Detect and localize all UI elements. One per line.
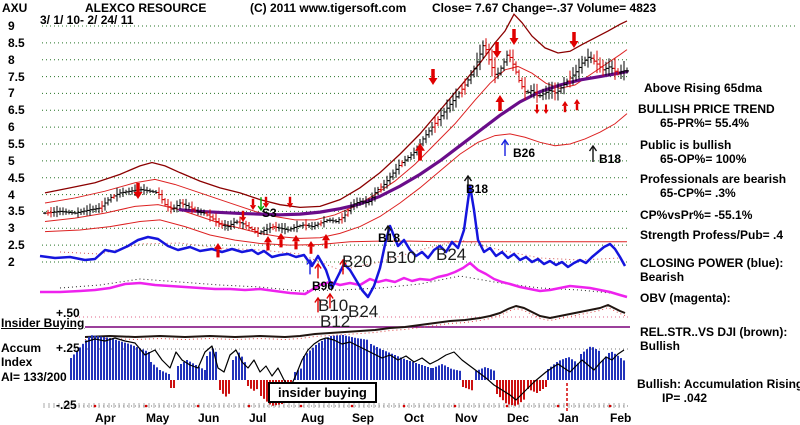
indicator-readout-line: BULLISH PRICE TREND [638, 102, 775, 116]
company-name: ALEXCO RESOURCE [85, 1, 207, 15]
signal-label: B12 [320, 312, 351, 331]
month-label: May [146, 411, 170, 425]
price-tick-label: 7 [8, 86, 15, 100]
signal-label: B18 [599, 152, 622, 166]
signal-label: B20 [342, 252, 373, 271]
price-tick-label: 9 [8, 19, 15, 33]
signal-label: B96 [312, 279, 335, 293]
insider-buying-label: Insider Buying [1, 316, 85, 330]
indicator-readout-line: Above Rising 65dma [644, 81, 763, 95]
signal-label: B10 [386, 248, 417, 267]
accum-label: Accum [1, 341, 42, 355]
plus50-label: +.50 [56, 306, 80, 320]
indicator-readout-line: REL.STR..VS DJI (brown): [640, 325, 788, 339]
month-label: Apr [95, 411, 116, 425]
indicator-readout-line: Bullish: Accumulation Rising [637, 377, 800, 391]
date-range: 3/ 1/ 10- 2/ 24/ 11 [40, 13, 134, 27]
indicator-readout-line: 65-OP%= 100% [660, 152, 747, 166]
month-label: Feb [610, 411, 632, 425]
indicator-readout-line: CLOSING POWER (blue): [640, 256, 784, 270]
month-label: Oct [404, 411, 425, 425]
price-tick-label: 6 [8, 120, 15, 134]
plus25-label: +.25 [56, 341, 80, 355]
indicator-readout-line: Bearish [640, 270, 685, 284]
indicator-readout-line: Public is bullish [640, 138, 732, 152]
ticker-symbol: AXU [2, 1, 28, 15]
signal-label: B24 [348, 302, 379, 321]
indicator-readout-line: 65-CP%= .3% [660, 186, 736, 200]
indicator-readout-line: Bullish [640, 339, 681, 353]
price-tick-label: 2 [8, 255, 15, 269]
month-label: Jan [558, 411, 579, 425]
month-label: Aug [301, 411, 325, 425]
price-tick-label: 5.5 [8, 137, 25, 151]
signal-label: S3 [262, 206, 277, 220]
indicator-readout-line: OBV (magenta): [640, 291, 731, 305]
month-label: Dec [507, 411, 530, 425]
month-label: Jul [249, 411, 267, 425]
price-tick-label: 5 [8, 154, 15, 168]
indicator-readout-line: Strength Profess/Pub= .4 [640, 228, 784, 242]
price-tick-label: 8.5 [8, 36, 25, 50]
ai-value-label: AI= 133/200 [1, 370, 67, 384]
signal-label: B26 [513, 146, 536, 160]
minus25-label: -.25 [56, 398, 77, 412]
price-tick-label: 2.5 [8, 238, 25, 252]
index-label: Index [1, 355, 33, 369]
month-label: Nov [455, 411, 478, 425]
price-tick-label: 6.5 [8, 103, 25, 117]
indicator-readout-line: CP%vsPr%= -55.1% [640, 208, 753, 222]
signal-label: B18 [466, 182, 489, 196]
price-tick-label: 3.5 [8, 204, 25, 218]
signal-label: B18 [378, 231, 401, 245]
signal-label: B24 [436, 245, 467, 264]
indicator-readout-line: Professionals are bearish [640, 172, 787, 186]
signal-label: B10 [318, 296, 349, 315]
indicator-readout-line: 65-PR%= 55.4% [660, 116, 750, 130]
insider-buying-callout: insider buying [268, 382, 377, 403]
price-tick-label: 8 [8, 53, 15, 67]
copyright-text: (C) 2011 www.tigersoft.com [250, 1, 407, 15]
month-label: Jun [198, 411, 220, 425]
indicator-readout-line: IP= .042 [662, 391, 708, 405]
price-tick-label: 4 [8, 188, 15, 202]
month-label: Sep [352, 411, 375, 425]
quote-stats: Close= 7.67 Change=-.37 Volume= 4823 [432, 1, 657, 15]
price-tick-label: 4.5 [8, 171, 25, 185]
price-tick-label: 7.5 [8, 70, 25, 84]
price-tick-label: 3 [8, 221, 15, 235]
